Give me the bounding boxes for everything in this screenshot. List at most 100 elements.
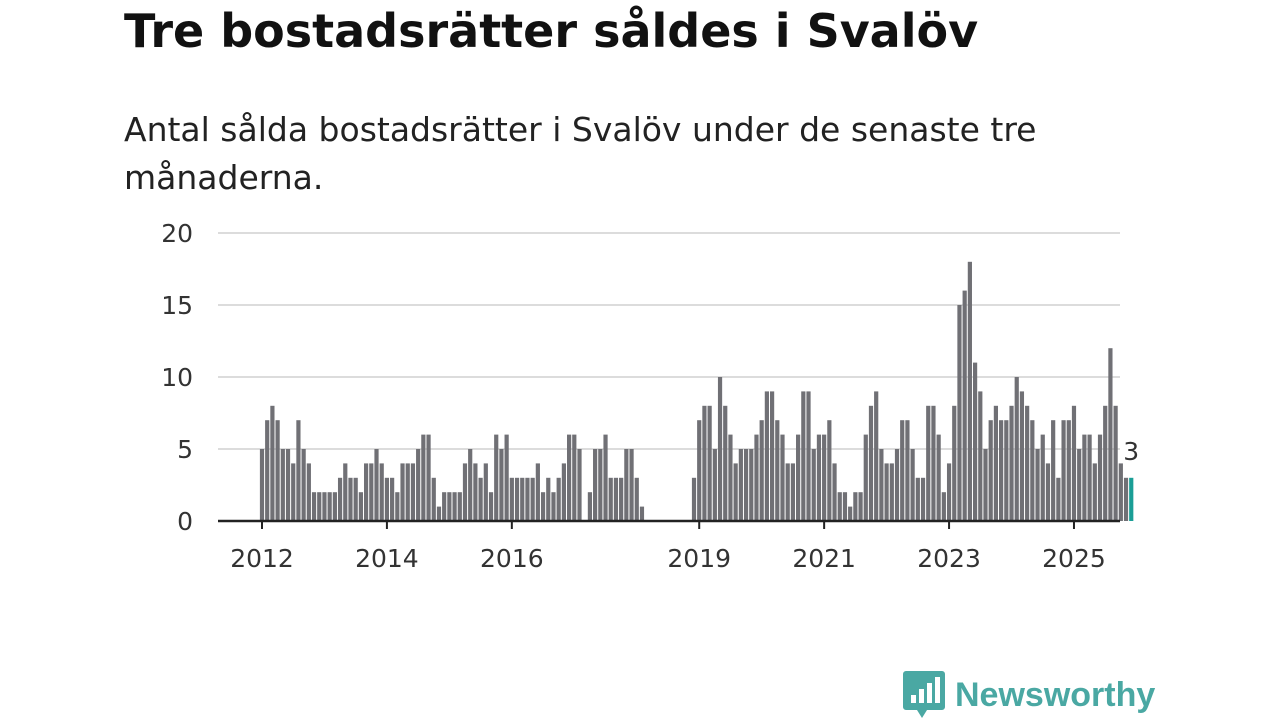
y-tick-label: 5	[177, 435, 193, 464]
bar	[567, 434, 572, 521]
bar	[1087, 434, 1092, 521]
bar	[1082, 434, 1087, 521]
x-tick-label: 2014	[355, 544, 419, 573]
bar	[457, 492, 462, 521]
bar	[1040, 434, 1045, 521]
bar	[1113, 405, 1118, 521]
bar	[775, 420, 780, 521]
bar	[967, 261, 972, 521]
bar	[920, 477, 926, 521]
bar	[1118, 463, 1123, 521]
bar	[619, 477, 624, 521]
bar	[353, 477, 358, 521]
bar	[1014, 377, 1019, 521]
bar	[769, 391, 775, 521]
bar	[452, 492, 457, 521]
bar	[577, 449, 582, 521]
bar	[905, 420, 910, 521]
bar	[509, 477, 514, 521]
bar	[702, 405, 707, 521]
bar	[530, 477, 535, 521]
bar	[436, 506, 442, 521]
bar	[910, 449, 915, 521]
bar	[603, 434, 608, 521]
bar	[837, 492, 842, 521]
bar-latest	[1129, 477, 1134, 521]
bar	[749, 449, 754, 521]
bar	[1045, 463, 1051, 521]
bar	[608, 477, 613, 521]
newsworthy-logo-icon	[903, 671, 945, 718]
bar	[447, 492, 452, 521]
bar	[270, 405, 275, 521]
bar	[280, 449, 285, 521]
bar	[738, 449, 743, 521]
bar	[1066, 420, 1071, 521]
bar	[374, 449, 379, 521]
bar	[946, 463, 952, 521]
bar	[858, 492, 863, 521]
bar	[983, 449, 988, 521]
bar	[733, 463, 738, 521]
bar	[1061, 420, 1066, 521]
bar	[259, 449, 265, 521]
bar	[723, 405, 728, 521]
bar	[822, 434, 827, 521]
bar	[712, 449, 717, 521]
bar	[306, 463, 311, 521]
bar	[889, 463, 894, 521]
bars	[259, 261, 1134, 521]
bar	[1077, 449, 1082, 521]
bar	[874, 391, 879, 521]
bar	[301, 449, 306, 521]
bar	[390, 477, 395, 521]
chart-title: Tre bostadsrätter såldes i Svalöv	[124, 4, 979, 58]
bar	[285, 449, 291, 521]
bar	[478, 477, 483, 521]
bar	[941, 492, 946, 521]
bar	[369, 463, 374, 521]
bar	[629, 449, 634, 521]
bar	[785, 463, 790, 521]
bar	[816, 434, 822, 521]
bar	[1108, 348, 1113, 521]
bar	[1025, 405, 1030, 521]
bar	[868, 405, 874, 521]
bar	[972, 362, 978, 521]
newsworthy-logo: Newsworthy	[903, 671, 1155, 719]
bar	[1056, 477, 1061, 521]
bar	[1035, 449, 1040, 521]
bar	[613, 477, 619, 521]
bar	[796, 434, 801, 521]
bar	[431, 477, 436, 521]
bar	[999, 420, 1004, 521]
bar	[561, 463, 566, 521]
bar	[442, 492, 447, 521]
bar	[988, 420, 993, 521]
bar	[801, 391, 806, 521]
latest-value-label: 3	[1123, 437, 1139, 466]
bar	[358, 492, 363, 521]
bar	[900, 420, 905, 521]
bar	[364, 463, 369, 521]
bar	[691, 477, 697, 521]
bar	[1051, 420, 1056, 521]
bar	[1097, 434, 1103, 521]
bar	[1071, 405, 1077, 521]
bar	[416, 449, 421, 521]
bar	[1123, 477, 1129, 521]
bar	[551, 492, 556, 521]
y-tick-label: 10	[161, 363, 193, 392]
bar	[348, 477, 353, 521]
bar	[697, 420, 702, 521]
bar	[514, 477, 520, 521]
bar	[639, 506, 645, 521]
bar	[863, 434, 868, 521]
bar	[952, 405, 957, 521]
y-tick-label: 20	[161, 219, 193, 248]
bar	[384, 477, 390, 521]
bar	[494, 434, 499, 521]
chart-subtitle: Antal sålda bostadsrätter i Svalöv under…	[124, 110, 1037, 197]
bar	[291, 463, 296, 521]
x-tick-label: 2023	[917, 544, 981, 573]
